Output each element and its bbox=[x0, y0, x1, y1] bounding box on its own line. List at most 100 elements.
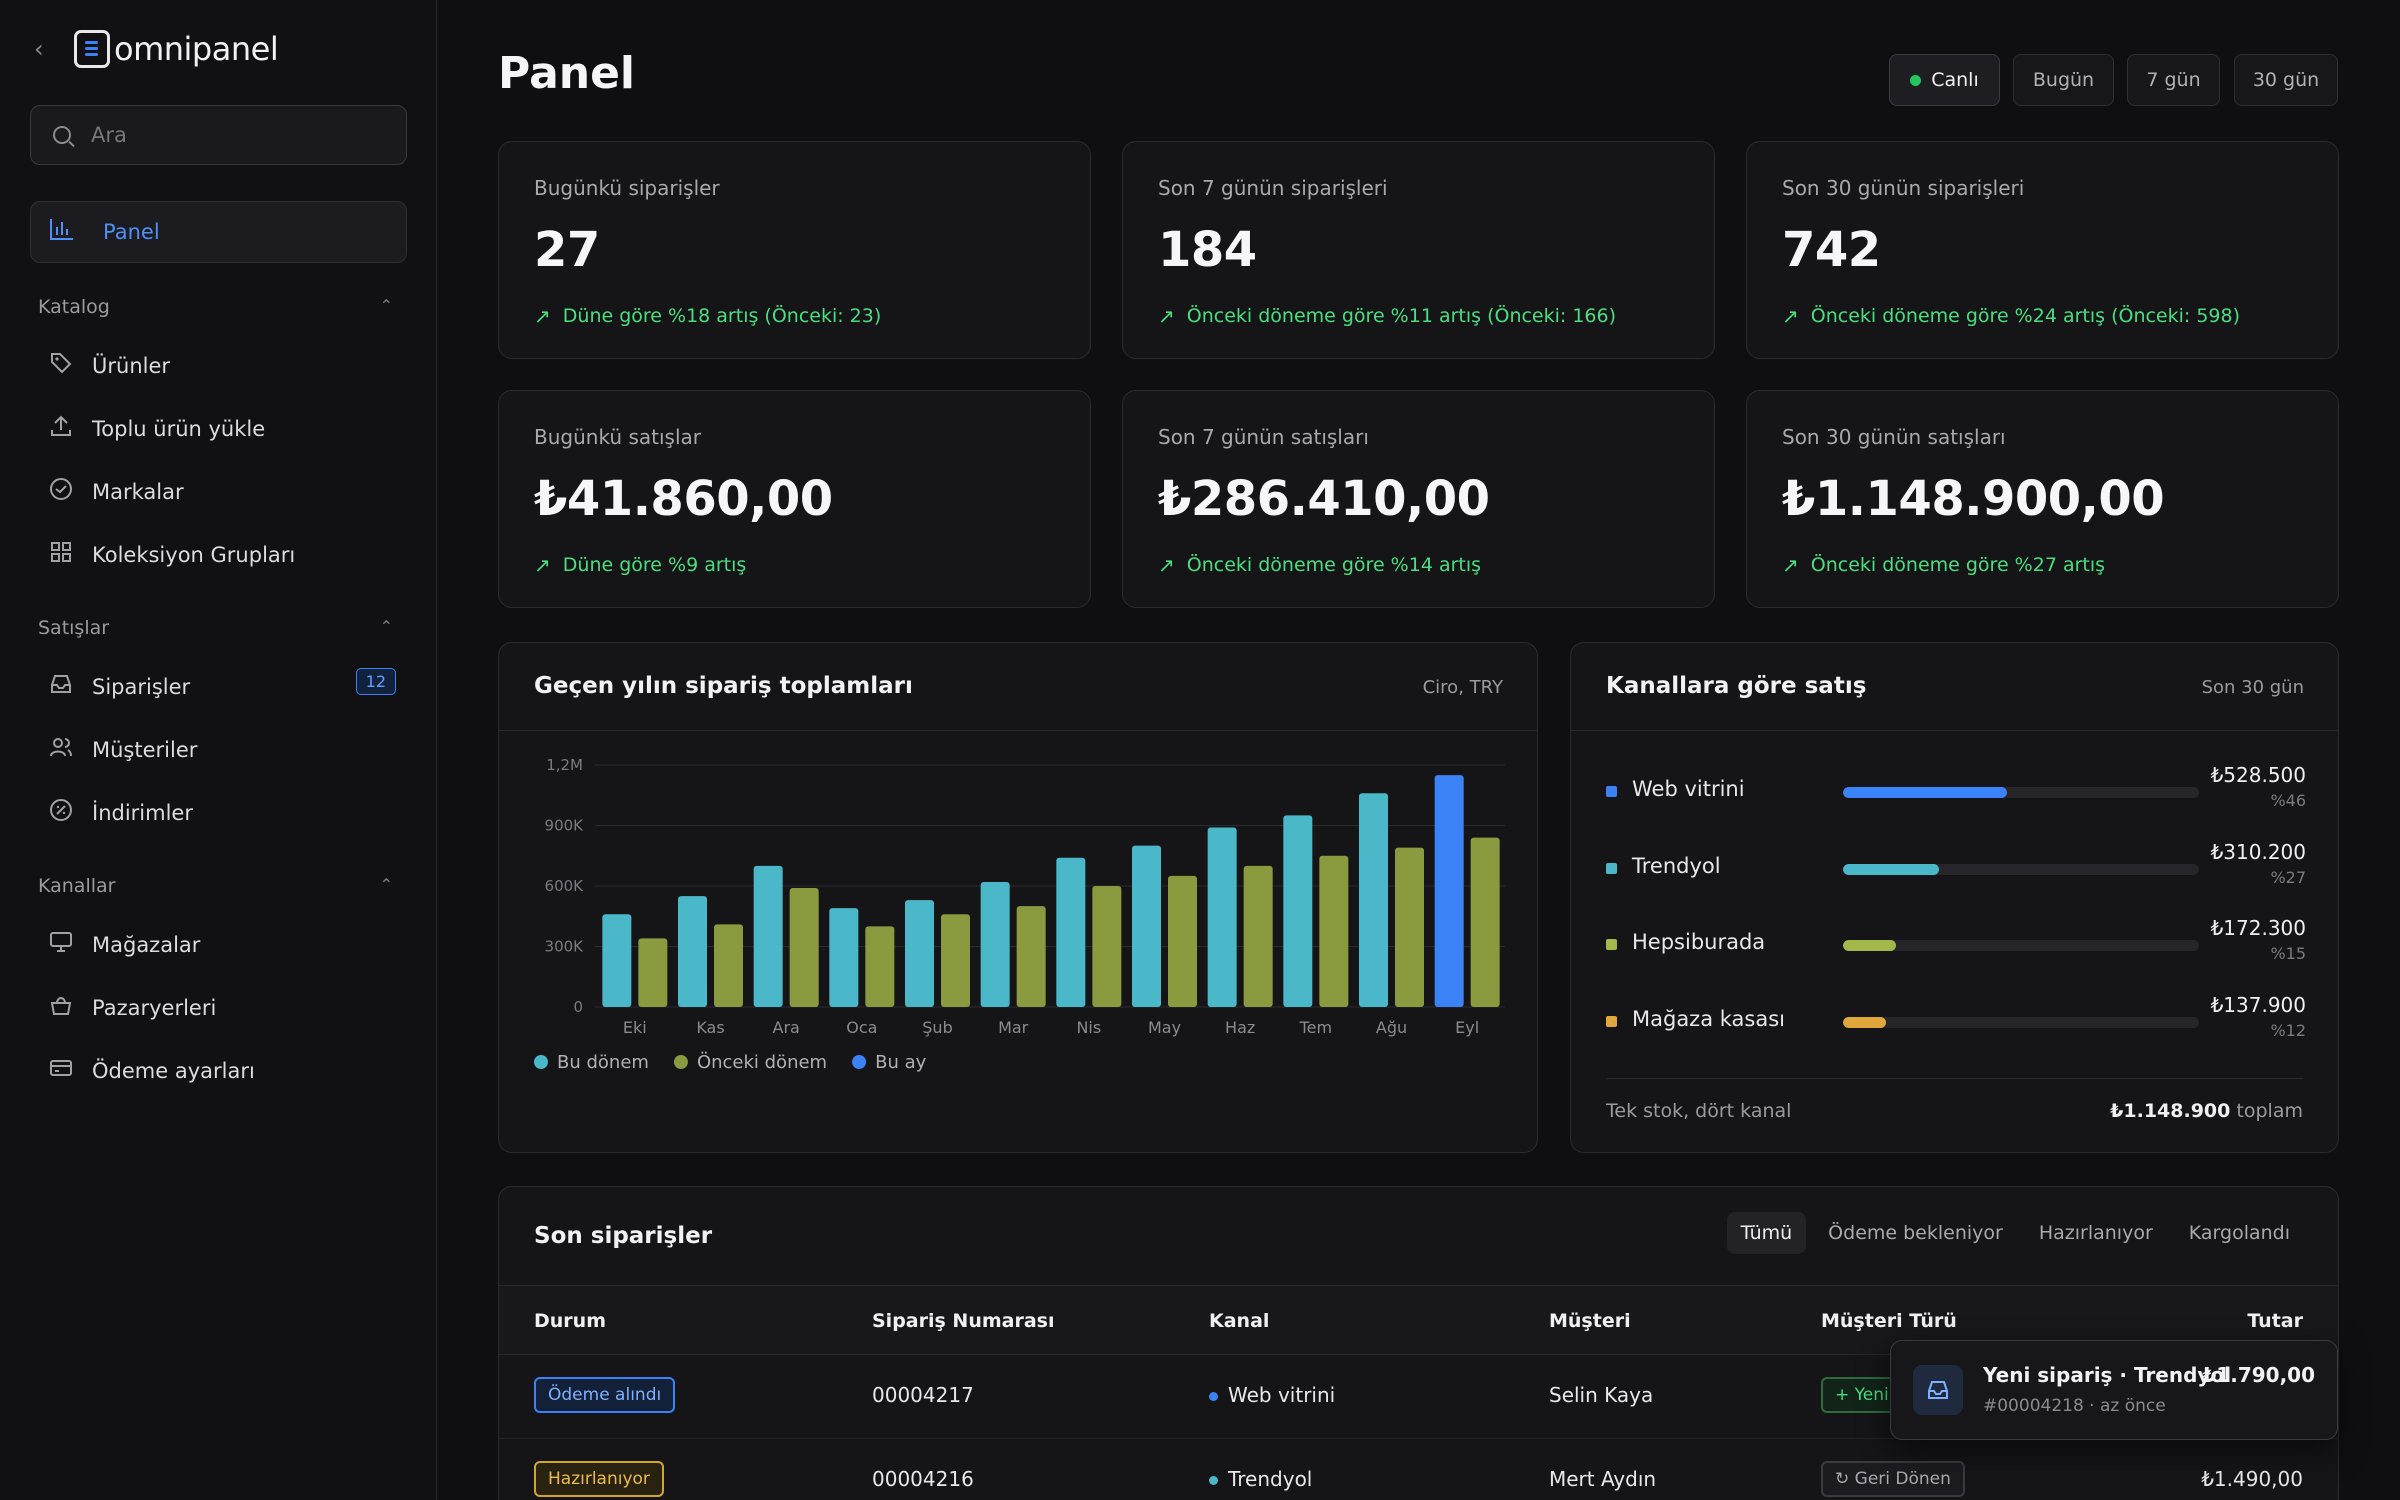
sidebar-item-markalar[interactable]: Markalar bbox=[46, 477, 396, 507]
x-tick-label: Nis bbox=[1076, 1018, 1101, 1037]
sidebar-item-magazalar[interactable]: Mağazalar bbox=[46, 930, 396, 960]
range-label: 7 gün bbox=[2146, 69, 2201, 91]
bar-current bbox=[1207, 827, 1237, 1007]
range-label: 30 gün bbox=[2252, 69, 2320, 91]
range-live-button[interactable]: Canlı bbox=[1889, 54, 2000, 106]
legend-swatch bbox=[534, 1055, 548, 1069]
search-input[interactable] bbox=[91, 123, 371, 147]
channels-footer-note: Tek stok, dört kanal bbox=[1606, 1100, 1792, 1122]
kpi-value: 184 bbox=[1158, 222, 1257, 278]
kpi-card-sales-7d: Son 7 günün satışları ₺286.410,00 ↗ Öncek… bbox=[1122, 390, 1715, 608]
bar-previous bbox=[1092, 886, 1122, 1007]
tab-all[interactable]: Tümü bbox=[1726, 1212, 1807, 1254]
customer-name[interactable]: Selin Kaya bbox=[1549, 1383, 1654, 1407]
kpi-label: Son 7 günün satışları bbox=[1158, 425, 1369, 449]
kpi-delta-text: Önceki döneme göre %14 artış bbox=[1186, 554, 1482, 576]
collapse-sidebar-icon[interactable]: ‹ bbox=[34, 35, 44, 63]
range-7d-button[interactable]: 7 gün bbox=[2127, 54, 2220, 106]
brand-name: omnipanel bbox=[114, 30, 279, 68]
sidebar-item-panel[interactable]: Panel bbox=[30, 201, 407, 263]
tab-awaiting-payment[interactable]: Ödeme bekleniyor bbox=[1828, 1222, 2003, 1244]
legend-label: Bu dönem bbox=[557, 1052, 649, 1073]
kpi-label: Son 30 günün satışları bbox=[1782, 425, 2006, 449]
channel-name: Trendyol bbox=[1632, 854, 1721, 878]
credit-card-icon bbox=[46, 1056, 76, 1086]
kpi-value: ₺41.860,00 bbox=[534, 471, 833, 527]
bar-current bbox=[1132, 845, 1161, 1007]
section-title: Kanallar bbox=[38, 875, 116, 897]
channel-swatch bbox=[1606, 939, 1617, 950]
column-header[interactable]: Kanal bbox=[1209, 1310, 1270, 1332]
table-row[interactable]: Ödeme alındı 00004217 Web vitrini Selin … bbox=[499, 1355, 2338, 1439]
bar-previous bbox=[638, 938, 668, 1007]
column-header[interactable]: Durum bbox=[534, 1310, 606, 1332]
range-30d-button[interactable]: 30 gün bbox=[2234, 54, 2338, 106]
kpi-label: Son 7 günün siparişleri bbox=[1158, 176, 1388, 200]
sidebar-item-koleksiyon-gruplari[interactable]: Koleksiyon Grupları bbox=[46, 540, 396, 570]
channel-bar-fill bbox=[1843, 1017, 1886, 1028]
new-order-toast[interactable]: Yeni sipariş · Trendyol #00004218 · az ö… bbox=[1890, 1340, 2338, 1440]
kpi-delta: ↗ Düne göre %9 artış bbox=[534, 553, 746, 577]
tab-preparing[interactable]: Hazırlanıyor bbox=[2038, 1222, 2153, 1244]
column-header[interactable]: Sipariş Numarası bbox=[872, 1310, 1055, 1332]
kpi-label: Bugünkü satışlar bbox=[534, 425, 701, 449]
sidebar-item-odeme-ayarlari[interactable]: Ödeme ayarları bbox=[46, 1056, 396, 1086]
trend-up-icon: ↗ bbox=[1782, 304, 1799, 328]
sidebar-item-siparisler[interactable]: Siparişler 12 bbox=[46, 668, 396, 702]
kpi-label: Son 30 günün siparişleri bbox=[1782, 176, 2025, 200]
channel-percent: %27 bbox=[2270, 868, 2306, 887]
legend-swatch bbox=[852, 1055, 867, 1069]
order-number[interactable]: 00004216 bbox=[872, 1467, 974, 1491]
channel-percent: %46 bbox=[2270, 791, 2306, 810]
sidebar-item-indirimler[interactable]: İndirimler bbox=[46, 798, 396, 828]
kpi-delta: ↗ Önceki döneme göre %11 artış (Önceki: 1… bbox=[1158, 304, 1616, 328]
kpi-card-sales-30d: Son 30 günün satışları ₺1.148.900,00 ↗ Ön… bbox=[1746, 390, 2339, 608]
sidebar-item-label: Pazaryerleri bbox=[92, 996, 217, 1020]
channel-dot bbox=[1209, 1392, 1218, 1401]
bar-previous bbox=[789, 888, 819, 1007]
channel-amount: ₺528.500 bbox=[2210, 763, 2306, 787]
tab-shipped[interactable]: Kargolandı bbox=[2188, 1222, 2290, 1244]
kpi-delta: ↗ Önceki döneme göre %24 artış (Önceki: 5… bbox=[1782, 304, 2240, 328]
search-box[interactable] bbox=[30, 105, 407, 165]
sidebar-item-label: Ödeme ayarları bbox=[92, 1059, 255, 1083]
channel-dot bbox=[1209, 1476, 1218, 1485]
section-satislar[interactable]: Satışlar ⌃ bbox=[38, 617, 393, 639]
sidebar-item-pazaryerleri[interactable]: Pazaryerleri bbox=[46, 993, 396, 1023]
chevron-up-icon: ⌃ bbox=[379, 617, 393, 636]
sidebar-item-label: Markalar bbox=[92, 480, 184, 504]
section-kanallar[interactable]: Kanallar ⌃ bbox=[38, 875, 393, 897]
grid-icon bbox=[46, 540, 76, 570]
y-tick-label: 900K bbox=[545, 817, 585, 835]
bar-previous bbox=[714, 924, 743, 1007]
customer-name[interactable]: Mert Aydın bbox=[1549, 1467, 1657, 1491]
customer-type-badge: + Yeni bbox=[1821, 1377, 1903, 1413]
order-filter-tabs: Tümü Ödeme bekleniyor Hazırlanıyor Kargo… bbox=[1719, 1212, 2304, 1254]
channel-bar-fill bbox=[1843, 787, 2007, 798]
kpi-delta: ↗ Önceki döneme göre %14 artış bbox=[1158, 553, 1481, 577]
chart-subtitle: Ciro, TRY bbox=[1422, 677, 1503, 698]
sidebar-item-urunler[interactable]: Ürünler bbox=[46, 351, 396, 381]
order-number[interactable]: 00004217 bbox=[872, 1383, 974, 1407]
x-tick-label: Ağu bbox=[1376, 1018, 1407, 1037]
x-tick-label: Ara bbox=[773, 1018, 800, 1037]
order-amount: ₺1.490,00 bbox=[2201, 1467, 2303, 1491]
channel-name: Mağaza kasası bbox=[1632, 1007, 1785, 1031]
sidebar-item-toplu-urun-yukle[interactable]: Toplu ürün yükle bbox=[46, 414, 396, 444]
toast-amount: ₺1.790,00 bbox=[2202, 1363, 2315, 1387]
order-channel: Web vitrini bbox=[1209, 1383, 1335, 1407]
column-header[interactable]: Müşteri bbox=[1549, 1310, 1631, 1332]
column-header[interactable]: Müşteri Türü bbox=[1821, 1310, 1957, 1332]
channel-swatch bbox=[1606, 1016, 1617, 1027]
channel-amount: ₺137.900 bbox=[2210, 993, 2306, 1017]
sidebar-item-musteriler[interactable]: Müşteriler bbox=[46, 735, 396, 765]
range-today-button[interactable]: Bugün bbox=[2013, 54, 2114, 106]
legend-label: Bu ay bbox=[875, 1052, 927, 1073]
table-row[interactable]: Hazırlanıyor 00004216 Trendyol Mert Aydı… bbox=[499, 1439, 2338, 1500]
section-katalog[interactable]: Katalog ⌃ bbox=[38, 296, 393, 318]
column-header[interactable]: Tutar bbox=[2247, 1310, 2303, 1332]
kpi-value: 27 bbox=[534, 222, 600, 278]
bar-previous bbox=[1470, 837, 1500, 1007]
y-tick-label: 1,2M bbox=[546, 756, 583, 774]
discount-icon bbox=[46, 798, 76, 828]
